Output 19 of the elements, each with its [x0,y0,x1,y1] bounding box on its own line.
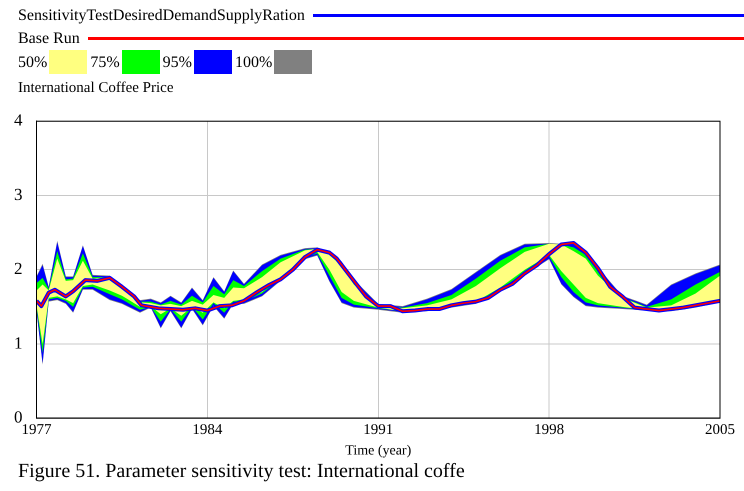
y-tick-label: 3 [14,184,22,204]
x-tick-label: 1998 [534,422,564,438]
legend-label: 50% [18,52,48,72]
y-tick-label: 1 [14,333,22,352]
legend-label: SensitivityTestDesiredDemandSupplyRation [18,6,305,26]
x-tick-label: 1991 [363,422,394,438]
legend-label: 75% [90,52,120,72]
caption: Figure 51. Parameter sensitivity test: International coffe [17,459,466,483]
y-tick-label: 0 [14,408,22,427]
legend-label: Base Run [18,29,80,49]
legend-label: 100% [234,52,272,72]
y-tick-label: 2 [14,259,22,278]
x-tick-label: 1984 [192,422,223,438]
legend-label: 95% [162,52,192,72]
x-tick-label: 2005 [705,422,735,438]
x-tick-label: 1977 [22,422,52,438]
y-tick-label: 4 [14,110,23,130]
x-axis-title: Time (year) [345,443,412,458]
y-axis-title: International Coffee Price [18,80,174,97]
